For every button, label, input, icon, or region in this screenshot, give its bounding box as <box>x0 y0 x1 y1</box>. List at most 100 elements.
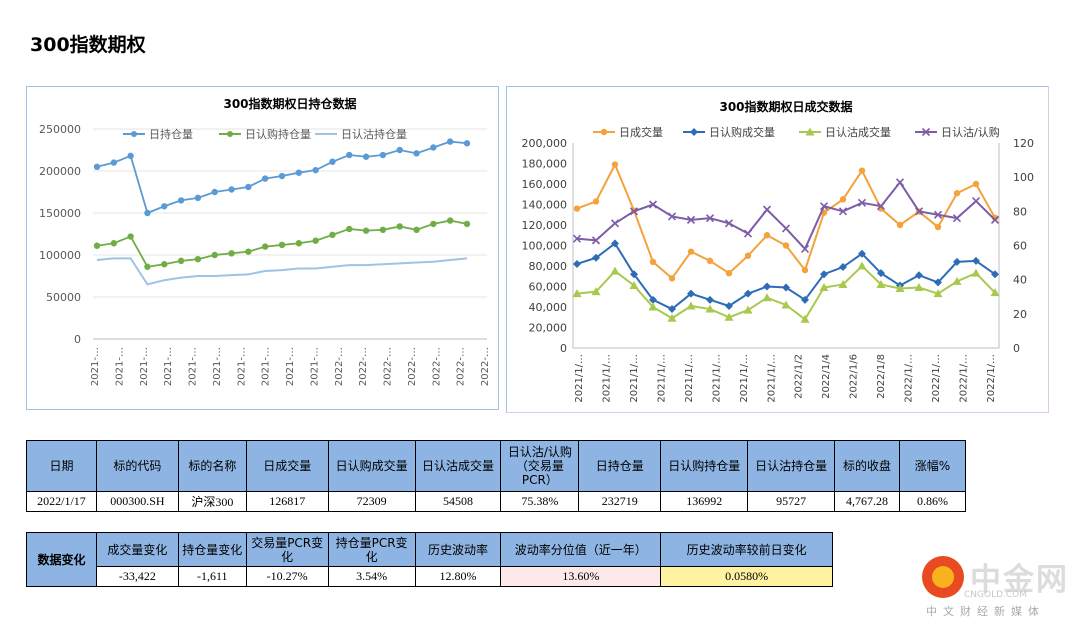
data-point <box>629 207 639 216</box>
data-point <box>362 227 370 234</box>
data-point <box>914 283 924 292</box>
data-point <box>934 223 942 231</box>
x-tick-label: 2022-… <box>334 347 345 386</box>
y2-tick-label: 60 <box>1013 240 1027 253</box>
data-point <box>572 289 582 298</box>
x-tick-label: 2022-… <box>456 347 467 386</box>
data-point <box>413 150 420 157</box>
table-cell: 3.54% <box>327 566 416 587</box>
data-point <box>800 244 810 253</box>
header-cell: 日成交量 <box>245 440 329 492</box>
data-point <box>687 289 695 298</box>
data-point <box>991 270 999 279</box>
x-tick-label: 2021-… <box>309 347 320 386</box>
data-change-row-label: 数据变化 <box>26 532 97 587</box>
header-cell: 日期 <box>26 440 97 492</box>
table-cell: 72309 <box>327 491 416 512</box>
x-tick-label: 2021-… <box>236 347 247 386</box>
data-point <box>611 239 619 248</box>
data-point <box>839 263 847 272</box>
data-point <box>144 263 151 270</box>
y-tick-label: 100000 <box>39 249 81 262</box>
y-tick-label: 40,000 <box>529 301 568 314</box>
data-point <box>329 158 336 165</box>
x-tick-label: 2022/1/… <box>959 354 970 403</box>
data-point <box>228 186 235 193</box>
data-point <box>346 225 353 233</box>
header-cell: 成交量变化 <box>95 532 179 567</box>
data-point <box>762 293 772 302</box>
volume-chart: 300指数期权日成交数据 200,000 180,000 160,000 140,000… <box>506 86 1049 413</box>
data-point <box>705 214 715 223</box>
data-point <box>295 169 303 176</box>
data-point <box>972 180 980 188</box>
data-point <box>763 282 771 291</box>
y-tick-label: 20,000 <box>529 322 568 335</box>
data-point <box>763 232 771 239</box>
page-title: 300指数期权 <box>30 34 146 56</box>
table-cell: 12.80% <box>414 566 502 587</box>
x-tick-label: 2021-… <box>114 347 125 386</box>
data-point <box>573 205 581 212</box>
header-cell: 交易量PCR变化 <box>245 532 329 567</box>
data-point <box>194 194 202 202</box>
data-point <box>463 140 471 147</box>
legend-marker <box>131 131 137 137</box>
data-point <box>446 217 454 224</box>
data-point <box>127 233 134 240</box>
legend-label: 日认购持仓量 <box>245 127 311 141</box>
data-point <box>744 252 752 259</box>
data-point <box>93 242 101 249</box>
logo-mark-icon <box>922 556 964 598</box>
y-tick-label: 0 <box>560 342 567 355</box>
data-point <box>177 197 185 204</box>
data-point <box>990 215 1000 224</box>
data-point <box>379 151 387 159</box>
data-point <box>744 289 752 298</box>
x-tick-label: 2022-… <box>383 347 394 386</box>
x-tick-label: 2021-… <box>188 347 199 386</box>
table-row: -33,422 -1,611 -10.27% 3.54% 12.80% 13.6… <box>27 566 833 587</box>
x-tick-label: 2022-… <box>407 347 418 386</box>
data-point <box>610 219 620 228</box>
data-point <box>446 138 454 145</box>
data-point <box>934 278 942 287</box>
y2-tick-label: 100 <box>1013 171 1034 184</box>
x-tick-label: 2021/1/… <box>684 354 695 403</box>
data-point <box>346 151 353 159</box>
legend-label: 日认沽成交量 <box>825 125 891 139</box>
table-cell: 13.60% <box>500 566 662 587</box>
data-point <box>805 127 815 136</box>
legend-label: 日认沽/认购 <box>941 125 1000 139</box>
y2-tick-label: 20 <box>1013 308 1027 321</box>
data-point <box>933 210 943 219</box>
y-tick-label: 250000 <box>39 123 81 136</box>
header-cell: 日认沽持仓量 <box>747 440 836 492</box>
data-point <box>110 240 118 247</box>
data-point <box>686 215 696 224</box>
x-tick-label: 2022/1/6 <box>849 354 860 399</box>
y-tick-label: 100,000 <box>522 240 568 253</box>
data-point <box>592 198 600 205</box>
table-cell: 0.0580% <box>660 566 833 587</box>
legend-label: 日成交量 <box>619 125 663 139</box>
x-tick-label: 2021-… <box>90 347 101 386</box>
legend-marker <box>227 131 233 137</box>
data-point <box>743 305 753 314</box>
header-cell: 标的名称 <box>177 440 247 492</box>
data-point <box>819 283 829 292</box>
logo-tagline: 中文财经新媒体 <box>926 605 1045 618</box>
y-tick-label: 180,000 <box>522 158 568 171</box>
open-interest-chart: 300指数期权日持仓数据 250000 200000 150000 100000 5000… <box>26 86 499 410</box>
y2-tick-label: 40 <box>1013 274 1027 287</box>
data-point <box>915 271 923 280</box>
data-point <box>933 289 943 298</box>
x-tick-label: 2022-… <box>358 347 369 386</box>
data-point <box>245 183 252 191</box>
y-tick-label: 80,000 <box>529 260 568 273</box>
table-cell: 54508 <box>414 491 502 512</box>
x-tick-label: 2021-… <box>285 347 296 386</box>
header-cell: 标的收盘 <box>834 440 900 492</box>
legend-label: 日认沽持仓量 <box>341 127 407 141</box>
data-point <box>858 167 866 174</box>
